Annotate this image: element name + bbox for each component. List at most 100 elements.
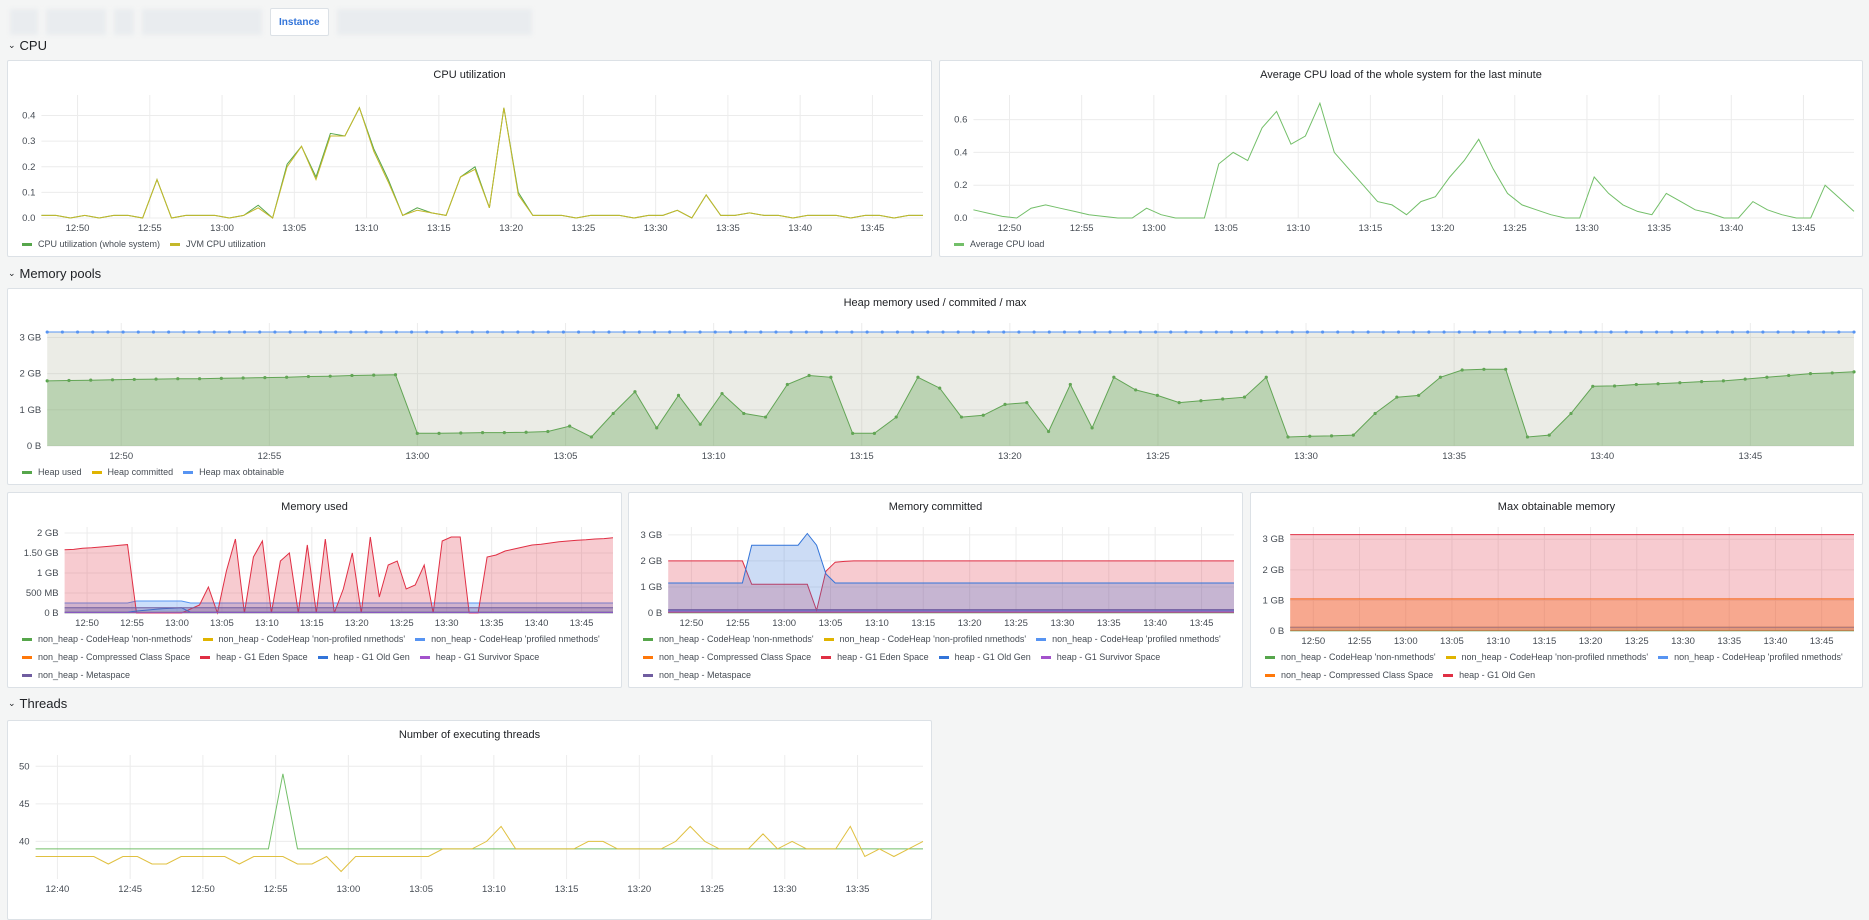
x-tick-label: 13:30 [1051,618,1075,629]
x-tick-label: 13:15 [555,884,579,895]
data-point [456,330,459,333]
y-tick-label: 50 [19,761,30,772]
legend-item[interactable]: non_heap - Metaspace [22,667,130,683]
row-threads[interactable]: ⌄Threads [8,696,67,711]
legend-item[interactable]: non_heap - CodeHeap 'profiled nmethods' [1036,631,1221,647]
y-tick-label: 1.50 GB [24,548,59,559]
x-tick-label: 12:55 [726,618,750,629]
data-point [1746,330,1749,333]
data-point [1291,330,1294,333]
data-point [1564,330,1567,333]
data-point [1807,330,1810,333]
legend-item[interactable]: heap - G1 Old Gen [318,649,410,665]
legend-item[interactable]: non_heap - Compressed Class Space [22,649,190,665]
panel-title: Max obtainable memory [1251,501,1862,513]
legend: non_heap - CodeHeap 'non-nmethods' non_he… [643,631,1232,683]
legend-item[interactable]: CPU utilization (whole system) [22,236,160,252]
legend-label: non_heap - Metaspace [659,670,751,680]
legend-item[interactable]: Heap used [22,464,82,480]
legend-item[interactable]: Heap committed [92,464,174,480]
legend-item[interactable]: heap - G1 Old Gen [1443,667,1535,683]
data-point [197,330,200,333]
filter-select-blurred[interactable] [46,9,106,35]
legend-item[interactable]: non_heap - CodeHeap 'non-profiled nmetho… [1446,649,1649,665]
legend-item[interactable]: Heap max obtainable [183,464,284,480]
data-point [1351,330,1354,333]
legend-label: non_heap - CodeHeap 'non-profiled nmetho… [840,634,1027,644]
x-tick-label: 12:50 [1301,636,1325,647]
x-tick-label: 13:00 [210,223,234,234]
data-point [714,330,717,333]
panel-title: Average CPU load of the whole system for… [940,69,1862,81]
row-title: CPU [20,38,47,53]
x-tick-label: 12:50 [998,223,1022,234]
x-tick-label: 13:05 [282,223,306,234]
data-point [1473,330,1476,333]
legend-item[interactable]: JVM CPU utilization [170,236,266,252]
legend-item[interactable]: Average CPU load [954,236,1044,252]
row-cpu[interactable]: ⌄ CPU [8,38,47,53]
x-tick-label: 13:20 [627,884,651,895]
data-point [1716,330,1719,333]
legend-item[interactable]: non_heap - CodeHeap 'profiled nmethods' [415,631,600,647]
legend-swatch [1658,656,1668,659]
data-point [729,330,732,333]
legend-label: heap - G1 Eden Space [216,652,308,662]
x-tick-label: 13:10 [255,618,279,629]
x-tick-label: 13:05 [210,618,234,629]
data-point [1503,330,1506,333]
x-tick-label: 13:25 [1625,636,1649,647]
x-tick-label: 13:30 [435,618,459,629]
data-point [304,330,307,333]
instance-select-blurred[interactable] [337,9,532,35]
legend-label: non_heap - Compressed Class Space [1281,670,1433,680]
legend-item[interactable]: non_heap - CodeHeap 'non-nmethods' [643,631,814,647]
data-point [349,330,352,333]
legend-item[interactable]: non_heap - Compressed Class Space [643,649,811,665]
chevron-down-icon: ⌄ [8,698,16,709]
legend-item[interactable]: heap - G1 Eden Space [821,649,929,665]
data-point [1154,330,1157,333]
legend-item[interactable]: non_heap - CodeHeap 'non-nmethods' [22,631,193,647]
x-tick-label: 12:55 [1070,223,1094,234]
data-point [122,330,125,333]
data-point [319,330,322,333]
data-point [1063,330,1066,333]
filter-select-blurred[interactable] [142,9,262,35]
legend-item[interactable]: non_heap - CodeHeap 'profiled nmethods' [1658,649,1843,665]
legend-item[interactable]: non_heap - Metaspace [643,667,751,683]
x-tick-label: 13:10 [702,451,726,462]
y-tick-label: 2 GB [20,369,42,380]
y-tick-label: 0.2 [22,162,35,173]
legend-item[interactable]: non_heap - CodeHeap 'non-nmethods' [1265,649,1436,665]
legend-item[interactable]: heap - G1 Old Gen [939,649,1031,665]
y-tick-label: 0.4 [954,147,967,158]
chevron-down-icon: ⌄ [8,40,16,51]
x-tick-label: 13:25 [1503,223,1527,234]
data-point [1488,330,1491,333]
x-tick-label: 13:05 [1214,223,1238,234]
row-memory-pools[interactable]: ⌄Memory pools [8,266,101,281]
data-point [1336,330,1339,333]
x-tick-label: 13:30 [1294,451,1318,462]
data-point [334,330,337,333]
legend-item[interactable]: non_heap - CodeHeap 'non-profiled nmetho… [203,631,406,647]
data-point [547,330,550,333]
y-tick-label: 0.4 [22,111,35,122]
legend-swatch [1443,674,1453,677]
x-tick-label: 12:50 [679,618,703,629]
legend-swatch [183,471,193,474]
legend-item[interactable]: non_heap - CodeHeap 'non-profiled nmetho… [824,631,1027,647]
data-point [1397,330,1400,333]
data-point [380,330,383,333]
legend-item[interactable]: heap - G1 Survivor Space [1041,649,1161,665]
y-tick-label: 1 GB [641,582,663,593]
legend-item[interactable]: non_heap - Compressed Class Space [1265,667,1433,683]
legend-item[interactable]: heap - G1 Survivor Space [420,649,540,665]
legend-item[interactable]: heap - G1 Eden Space [200,649,308,665]
x-tick-label: 13:00 [1394,636,1418,647]
